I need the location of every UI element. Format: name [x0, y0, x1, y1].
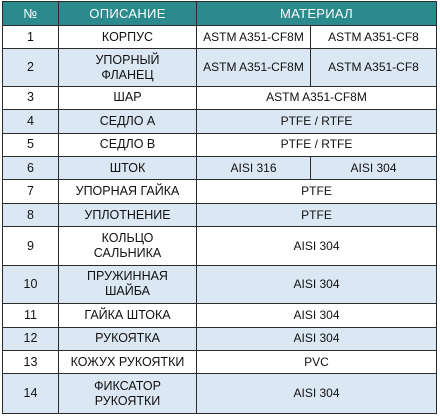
- row-description: УПОРНЫЙ ФЛАНЕЦ: [58, 48, 197, 87]
- table-row: 9 КОЛЬЦО САЛЬНИКА AISI 304: [2, 226, 437, 266]
- description-line: РУКОЯТКА: [95, 331, 160, 346]
- row-material: AISI 304: [196, 303, 437, 328]
- row-number: 2: [2, 48, 59, 87]
- row-number: 12: [2, 326, 59, 351]
- table-row: 3 ШАР ASTM A351-CF8M: [2, 85, 437, 111]
- table-row: 1 КОРПУС ASTM A351-CF8M ASTM A351-CF8: [2, 24, 437, 50]
- row-description: КОЛЬЦО САЛЬНИКА: [58, 226, 197, 266]
- description-line: САЛЬНИКА: [93, 246, 162, 261]
- row-material: PVC: [196, 349, 437, 375]
- table-row: 14 ФИКСАТОР РУКОЯТКИ AISI 304: [2, 373, 437, 414]
- row-description: СЕДЛО А: [58, 109, 197, 134]
- table-row: 2 УПОРНЫЙ ФЛАНЕЦ ASTM A351-CF8M ASTM A351-CF…: [2, 48, 437, 87]
- table-row: 13 КОЖУХ РУКОЯТКИ PVC: [2, 349, 437, 375]
- table-header: № ОПИСАНИЕ МАТЕРИАЛ: [2, 1, 437, 26]
- row-material-a: ASTM A351-CF8M: [196, 48, 311, 87]
- description-line: СЕДЛО В: [99, 137, 156, 152]
- row-number: 1: [2, 24, 59, 50]
- table-row: 10 ПРУЖИННАЯ ШАЙБА AISI 304: [2, 264, 437, 305]
- table-row: 6 ШТОК AISI 316 AISI 304: [2, 156, 437, 181]
- row-description: РУКОЯТКА: [58, 326, 197, 351]
- row-description: ГАЙКА ШТОКА: [58, 303, 197, 328]
- row-material: AISI 304: [196, 326, 437, 351]
- row-material: AISI 304: [196, 373, 437, 414]
- description-line: КОЖУХ РУКОЯТКИ: [70, 354, 185, 369]
- row-description: ПРУЖИННАЯ ШАЙБА: [58, 264, 197, 305]
- description-line: ШАР: [113, 90, 142, 105]
- row-number: 3: [2, 85, 59, 111]
- row-description: КОРПУС: [58, 24, 197, 50]
- row-material: PTFE / RTFE: [196, 132, 437, 158]
- description-line: ГАЙКА ШТОКА: [84, 307, 171, 322]
- row-description: УПЛОТНЕНИЕ: [58, 202, 197, 228]
- row-number: 10: [2, 264, 59, 305]
- description-line: ФИКСАТОР: [94, 378, 161, 393]
- row-material: PTFE / RTFE: [196, 109, 437, 134]
- row-number: 5: [2, 132, 59, 158]
- row-description: ФИКСАТОР РУКОЯТКИ: [58, 373, 197, 414]
- row-number: 4: [2, 109, 59, 134]
- row-description: СЕДЛО В: [58, 132, 197, 158]
- description-line: РУКОЯТКИ: [94, 393, 161, 408]
- row-number: 7: [2, 179, 59, 204]
- row-material: ASTM A351-CF8M: [196, 85, 437, 111]
- row-material-b: ASTM A351-CF8: [310, 48, 437, 87]
- row-number: 6: [2, 156, 59, 181]
- row-description: ШТОК: [58, 156, 197, 181]
- table-row: 5 СЕДЛО В PTFE / RTFE: [2, 132, 437, 158]
- row-material-a: ASTM A351-CF8M: [196, 24, 311, 50]
- row-description: КОЖУХ РУКОЯТКИ: [58, 349, 197, 375]
- row-description: ШАР: [58, 85, 197, 111]
- row-material: PTFE: [196, 202, 437, 228]
- row-material: PTFE: [196, 179, 437, 204]
- table-row: 8 УПЛОТНЕНИЕ PTFE: [2, 202, 437, 228]
- header-description: ОПИСАНИЕ: [58, 1, 197, 26]
- description-line: УПОРНЫЙ: [95, 52, 160, 67]
- row-material-b: AISI 304: [310, 156, 437, 181]
- row-number: 14: [2, 373, 59, 414]
- row-material-b: ASTM A351-CF8: [310, 24, 437, 50]
- description-line: ШАЙБА: [104, 284, 151, 299]
- row-description: УПОРНАЯ ГАЙКА: [58, 179, 197, 204]
- row-number: 8: [2, 202, 59, 228]
- table-row: 12 РУКОЯТКА AISI 304: [2, 326, 437, 351]
- table-row: 11 ГАЙКА ШТОКА AISI 304: [2, 303, 437, 328]
- header-number: №: [2, 1, 59, 26]
- row-number: 11: [2, 303, 59, 328]
- description-line: КОРПУС: [101, 29, 154, 44]
- row-number: 9: [2, 226, 59, 266]
- header-material: МАТЕРИАЛ: [196, 1, 437, 26]
- description-line: УПОРНАЯ ГАЙКА: [75, 184, 180, 199]
- description-line: ПРУЖИННАЯ: [87, 269, 168, 284]
- description-line: ФЛАНЕЦ: [101, 67, 154, 82]
- description-line: ШТОК: [109, 160, 146, 175]
- materials-table: № ОПИСАНИЕ МАТЕРИАЛ 1 КОРПУС ASTM A351-CF8…: [2, 1, 437, 414]
- row-material: AISI 304: [196, 226, 437, 266]
- table-body: 1 КОРПУС ASTM A351-CF8M ASTM A351-CF8 2 УПОРН…: [2, 24, 437, 414]
- description-line: СЕДЛО А: [99, 113, 156, 128]
- description-line: КОЛЬЦО: [101, 231, 154, 246]
- row-material: AISI 304: [196, 264, 437, 305]
- table-row: 7 УПОРНАЯ ГАЙКА PTFE: [2, 179, 437, 204]
- table-row: 4 СЕДЛО А PTFE / RTFE: [2, 109, 437, 134]
- description-line: УПЛОТНЕНИЕ: [84, 207, 171, 222]
- row-number: 13: [2, 349, 59, 375]
- row-material-a: AISI 316: [196, 156, 311, 181]
